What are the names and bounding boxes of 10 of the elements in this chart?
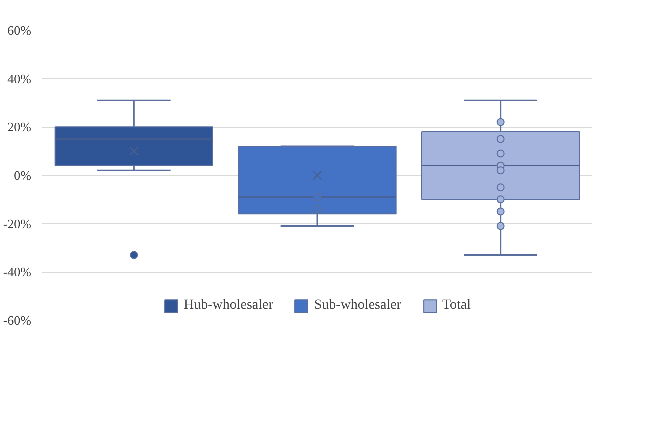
- y-tick-label: 60%: [8, 23, 32, 38]
- legend-label: Sub-wholesaler: [314, 298, 402, 314]
- y-tick-label: 40%: [8, 71, 32, 86]
- y-tick-label: 0%: [14, 168, 32, 183]
- y-tick-label: -40%: [3, 264, 32, 280]
- y-tick-label: -60%: [3, 313, 32, 328]
- y-tick-label: 20%: [8, 120, 32, 135]
- legend-label: Total: [442, 298, 472, 314]
- legend-label: Hub-wholesaler: [184, 298, 274, 314]
- y-tick-label: -20%: [3, 216, 32, 232]
